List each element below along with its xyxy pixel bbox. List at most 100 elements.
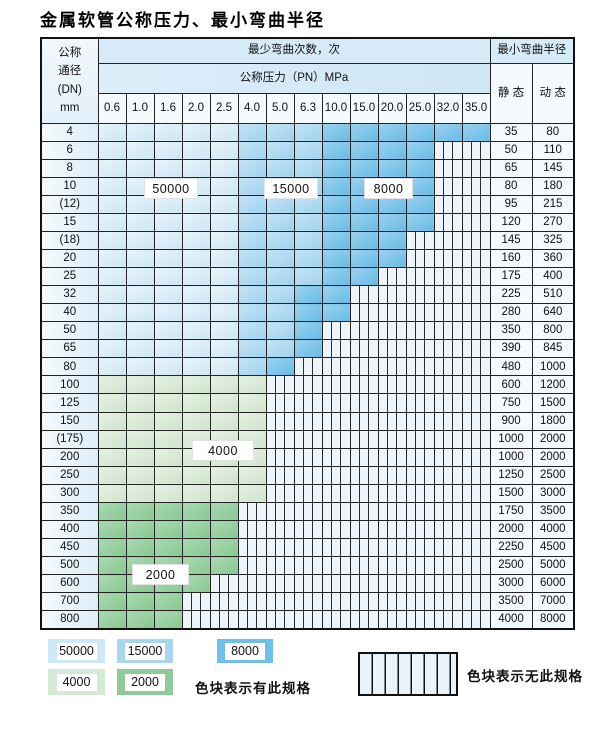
- legend-swatch-50000: 50000: [48, 639, 105, 663]
- dn-label-cell: 20: [40, 248, 99, 269]
- no-spec-cell: [405, 411, 435, 431]
- spec-cell-8000: [321, 303, 351, 323]
- spec-cell-15000: [265, 339, 295, 359]
- table-row-dn-175: (175) 1000 2000: [40, 429, 575, 449]
- legend-no-spec-note: 色块表示无此规格: [467, 669, 583, 684]
- no-spec-cell: [433, 592, 463, 612]
- spec-cell-4000: [125, 465, 155, 485]
- spec-cell-4000: [237, 393, 267, 413]
- spec-cell-2000: [153, 592, 183, 612]
- spec-cell-8000: [293, 303, 323, 323]
- static-column-header: 静 态: [489, 62, 533, 124]
- no-spec-cell: [433, 519, 463, 539]
- no-spec-cell: [461, 393, 491, 413]
- spec-cell-8000: [321, 194, 351, 214]
- spec-cell-4000: [209, 375, 239, 395]
- pressure-header-5.0: 5.0: [265, 92, 295, 124]
- spec-cell-4000: [97, 429, 127, 449]
- no-spec-cell: [377, 411, 407, 431]
- legend-swatch-value: 15000: [125, 642, 165, 660]
- dynamic-column-header: 动 态: [531, 62, 575, 124]
- dn-label-cell: 4: [40, 122, 99, 142]
- spec-cell-2000: [125, 519, 155, 539]
- no-spec-cell: [377, 303, 407, 323]
- no-spec-cell: [405, 483, 435, 503]
- static-value-cell: 900: [489, 411, 533, 431]
- static-value-cell: 2250: [489, 537, 533, 558]
- spec-cell-50000: [97, 303, 127, 323]
- pressure-group-header: 公称压力（PN）MPa: [97, 62, 491, 94]
- spec-cell-50000: [153, 303, 183, 323]
- spec-cell-50000: [153, 357, 183, 377]
- no-spec-cell: [405, 465, 435, 485]
- no-spec-cell: [377, 266, 407, 287]
- static-value-cell: 65: [489, 158, 533, 178]
- no-spec-cell: [461, 357, 491, 377]
- spec-cell-2000: [97, 519, 127, 539]
- no-spec-cell: [377, 465, 407, 485]
- dn-label-cell: 500: [40, 555, 99, 576]
- table-row-dn-400: 400 2000 4000: [40, 519, 575, 539]
- spec-cell-50000: [97, 321, 127, 341]
- no-spec-cell: [433, 501, 463, 521]
- spec-cell-15000: [265, 158, 295, 178]
- no-spec-cell: [265, 375, 295, 395]
- spec-cell-50000: [181, 140, 211, 160]
- spec-cell-8000: [405, 140, 435, 160]
- no-spec-cell: [461, 519, 491, 539]
- spec-cell-8000: [377, 248, 407, 269]
- dn-label-cell: 200: [40, 447, 99, 467]
- spec-cell-50000: [125, 194, 155, 214]
- no-spec-cell: [349, 321, 379, 341]
- dynamic-value-cell: 3000: [531, 483, 575, 503]
- spec-table: 公称 通径 (DN) mm 最少弯曲次数，次 最小弯曲半径 公称压力（PN）MP…: [40, 37, 576, 630]
- no-spec-cell: [405, 501, 435, 521]
- spec-cell-15000: [237, 248, 267, 269]
- spec-cell-4000: [125, 393, 155, 413]
- static-value-cell: 80: [489, 176, 533, 196]
- no-spec-cell: [405, 393, 435, 413]
- no-spec-cell: [349, 483, 379, 503]
- dynamic-value-cell: 4500: [531, 537, 575, 558]
- spec-cell-8000: [377, 212, 407, 232]
- no-spec-cell: [461, 375, 491, 395]
- no-spec-cell: [349, 465, 379, 485]
- no-spec-cell: [349, 285, 379, 305]
- spec-cell-15000: [293, 266, 323, 287]
- spec-cell-15000: [293, 212, 323, 232]
- no-spec-cell: [433, 555, 463, 576]
- spec-cell-15000: [265, 212, 295, 232]
- no-spec-cell: [293, 411, 323, 431]
- dn-label-cell: 80: [40, 357, 99, 377]
- spec-cell-8000: [349, 230, 379, 250]
- radius-header: 最小弯曲半径: [489, 37, 575, 64]
- dynamic-value-cell: 3500: [531, 501, 575, 521]
- static-value-cell: 175: [489, 266, 533, 287]
- dn-label-cell: 32: [40, 285, 99, 305]
- table-row-dn-25: 25 175 400: [40, 266, 575, 287]
- static-value-cell: 1000: [489, 447, 533, 467]
- dn-label-cell: 700: [40, 592, 99, 612]
- spec-cell-2000: [209, 555, 239, 576]
- spec-cell-2000: [209, 501, 239, 521]
- no-spec-cell: [265, 393, 295, 413]
- spec-cell-4000: [237, 375, 267, 395]
- no-spec-cell: [461, 610, 491, 630]
- no-spec-cell: [265, 537, 295, 558]
- dn-label-cell: 15: [40, 212, 99, 232]
- spec-cell-50000: [97, 357, 127, 377]
- spec-cell-4000: [209, 465, 239, 485]
- spec-cell-50000: [125, 303, 155, 323]
- spec-cell-4000: [125, 483, 155, 503]
- no-spec-cell: [237, 610, 267, 630]
- spec-cell-8000: [321, 212, 351, 232]
- no-spec-cell: [461, 194, 491, 214]
- no-spec-cell: [237, 519, 267, 539]
- spec-cell-4000: [97, 411, 127, 431]
- no-spec-cell: [461, 483, 491, 503]
- spec-cell-50000: [153, 230, 183, 250]
- dynamic-value-cell: 6000: [531, 574, 575, 594]
- spec-cell-8000: [377, 158, 407, 178]
- spec-cell-15000: [237, 357, 267, 377]
- spec-cell-4000: [97, 465, 127, 485]
